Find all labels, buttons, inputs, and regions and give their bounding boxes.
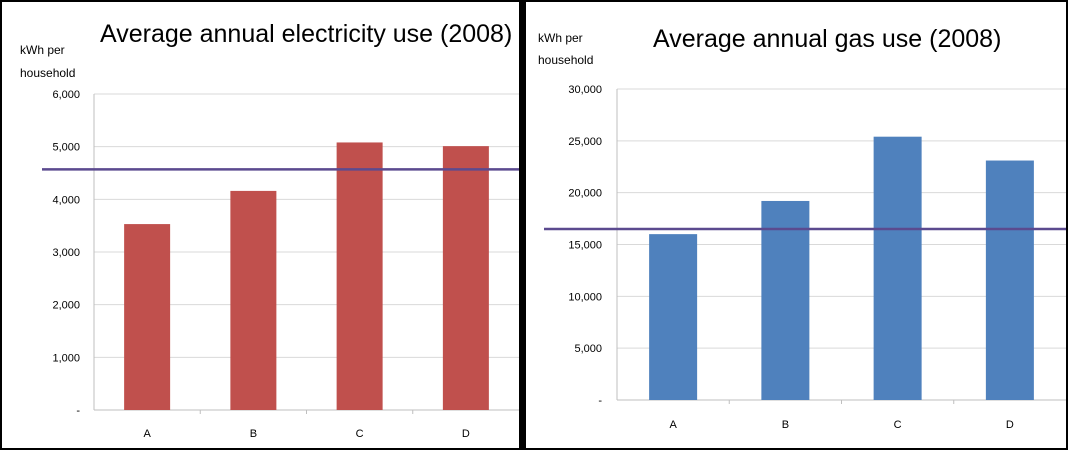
- electricity-bar-b: [230, 191, 276, 410]
- electricity-y-tick-label: -: [76, 405, 80, 417]
- gas-chart: Average annual gas use (2008) kWh per hous…: [526, 2, 1066, 448]
- gas-y-tick-label: 10,000: [568, 291, 602, 303]
- gas-y-tick-label: 5,000: [574, 343, 602, 355]
- electricity-y-tick-label: 1,000: [52, 352, 80, 364]
- gas-y-tick-label: 15,000: [568, 240, 602, 252]
- gas-x-category-label: D: [1006, 419, 1014, 431]
- gas-y-unit-label-line1: kWh per: [538, 31, 583, 45]
- electricity-bar-a: [124, 224, 170, 410]
- gas-y-unit-label-line2: household: [538, 53, 593, 67]
- electricity-y-tick-label: 4,000: [52, 194, 80, 206]
- gas-x-category-label: C: [894, 419, 902, 431]
- electricity-chart: Average annual electricity use (2008) kWh…: [2, 2, 519, 448]
- gas-chart-title: Average annual gas use (2008): [653, 25, 1001, 53]
- gas-x-category-label: B: [782, 419, 789, 431]
- gas-y-tick-label: 30,000: [568, 84, 602, 96]
- gas-y-tick-label: 25,000: [568, 136, 602, 148]
- electricity-y-tick-label: 3,000: [52, 247, 80, 259]
- electricity-y-unit-label-line2: household: [20, 66, 75, 80]
- electricity-bar-c: [337, 142, 383, 410]
- electricity-y-unit-label-line1: kWh per: [20, 43, 65, 57]
- electricity-x-category-label: D: [462, 428, 470, 440]
- electricity-bar-d: [443, 146, 489, 410]
- electricity-x-category-label: C: [356, 428, 364, 440]
- gas-bar-c: [874, 137, 922, 400]
- electricity-x-category-label: A: [143, 428, 151, 440]
- electricity-y-tick-label: 2,000: [52, 300, 80, 312]
- electricity-chart-panel: Average annual electricity use (2008) kWh…: [0, 0, 521, 450]
- gas-y-tick-label: 20,000: [568, 188, 602, 200]
- electricity-x-category-label: B: [250, 428, 257, 440]
- electricity-y-tick-label: 6,000: [52, 89, 80, 101]
- gas-bar-a: [649, 234, 697, 400]
- gas-bar-b: [761, 201, 809, 400]
- gas-y-tick-label: -: [598, 395, 602, 407]
- gas-bar-d: [986, 161, 1034, 400]
- electricity-y-tick-label: 5,000: [52, 142, 80, 154]
- gas-chart-panel: Average annual gas use (2008) kWh per hous…: [521, 0, 1068, 450]
- gas-x-category-label: A: [669, 419, 677, 431]
- electricity-chart-title: Average annual electricity use (2008): [100, 20, 512, 48]
